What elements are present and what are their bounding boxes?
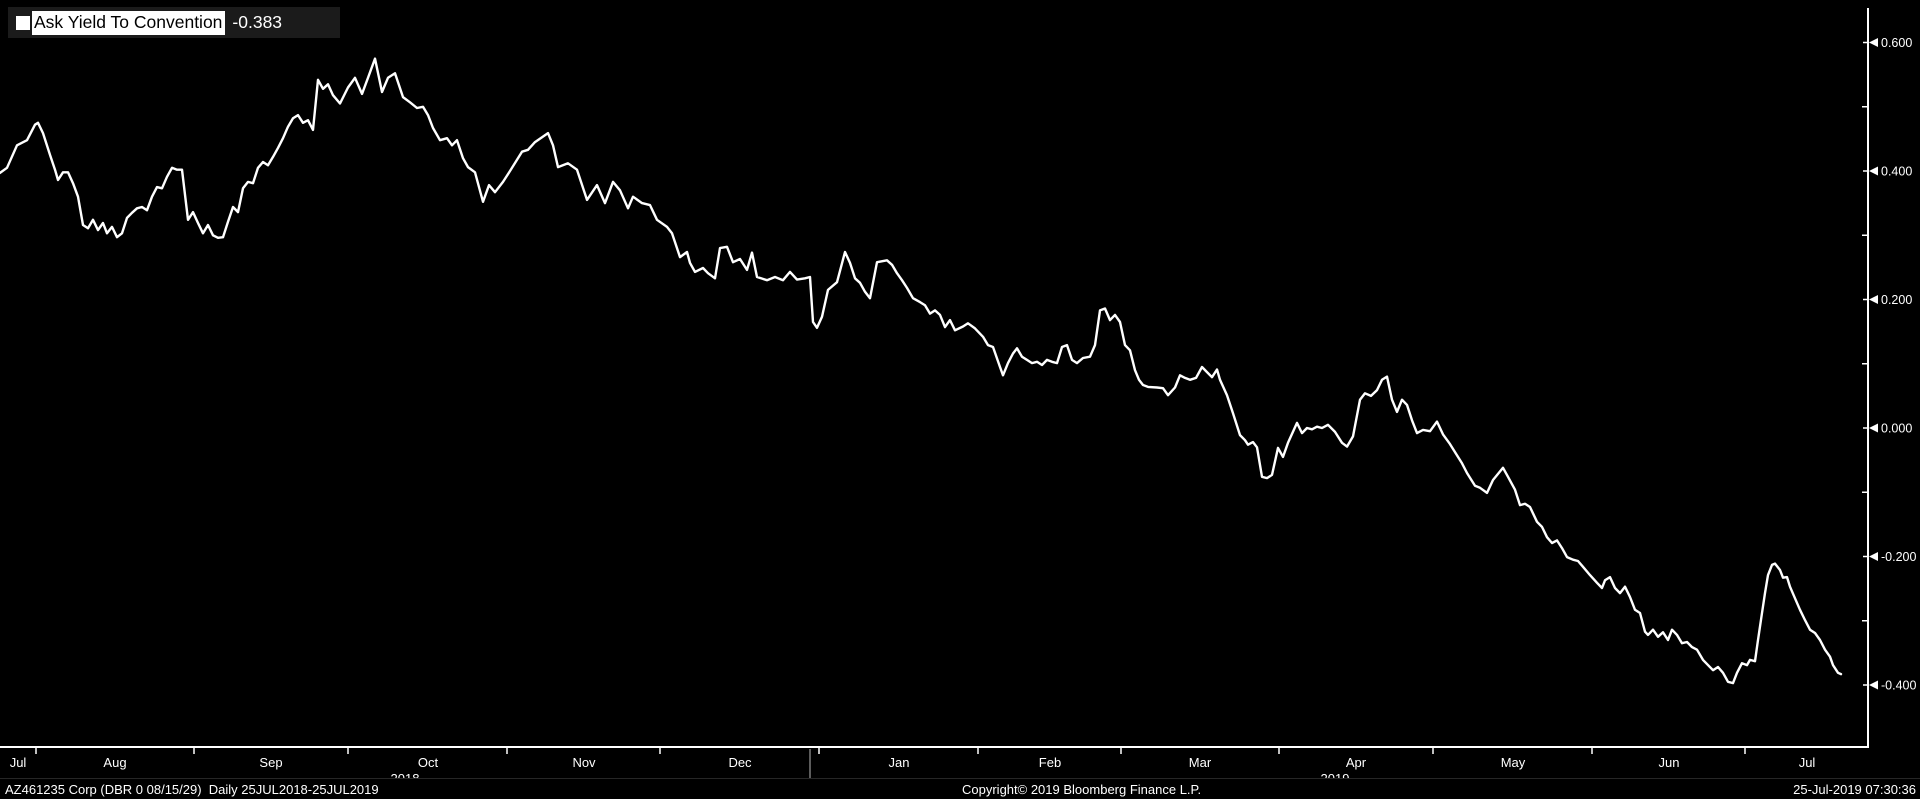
month-label: Jun (1659, 755, 1680, 770)
month-label: Jul (1799, 755, 1816, 770)
status-bar: AZ461235 Corp (DBR 0 08/15/29) Daily 25J… (0, 778, 1920, 799)
y-axis-ticks: 0.600 0.400 0.200 0.000 -0.200 -0.400 (1862, 36, 1916, 692)
month-label: Aug (103, 755, 126, 770)
y-tick-arrow-icon (1869, 38, 1878, 48)
year-label: 2018 (391, 771, 420, 779)
y-tick-arrow-icon (1869, 680, 1878, 690)
y-tick-arrow-icon (1869, 423, 1878, 433)
y-tick-label: -0.400 (1881, 678, 1916, 692)
series-swatch-icon (16, 15, 30, 30)
y-tick-label: 0.200 (1881, 293, 1912, 307)
series-label[interactable]: Ask Yield To Convention (32, 10, 226, 35)
y-tick-label: 0.600 (1881, 36, 1912, 50)
axes (0, 8, 1869, 748)
month-label: Feb (1039, 755, 1061, 770)
x-axis-ticks: Jul Aug Sep Oct Nov Dec Jan Feb Mar Apr May Jun Jul 2… (10, 747, 1816, 779)
y-tick-arrow-icon (1869, 295, 1878, 305)
y-tick-arrow-icon (1869, 166, 1878, 176)
month-label: Dec (728, 755, 752, 770)
price-line (0, 57, 1843, 685)
y-tick-label: 0.000 (1881, 422, 1912, 436)
month-label: May (1501, 755, 1526, 770)
y-tick-label: -0.200 (1881, 550, 1916, 564)
copyright-text: Copyright© 2019 Bloomberg Finance L.P. (962, 782, 1202, 797)
timestamp: 25-Jul-2019 07:30:36 (1793, 782, 1916, 797)
y-tick-label: 0.400 (1881, 165, 1912, 179)
chart-legend[interactable]: Ask Yield To Convention -0.383 (8, 7, 341, 38)
year-label: 2019 (1321, 771, 1350, 779)
month-label: Sep (259, 755, 282, 770)
security-description: AZ461235 Corp (DBR 0 08/15/29) Daily 25J… (5, 782, 379, 797)
month-label: Oct (418, 755, 439, 770)
month-label: Apr (1346, 755, 1367, 770)
month-label: Jan (889, 755, 910, 770)
month-label: Mar (1189, 755, 1212, 770)
month-label: Nov (572, 755, 596, 770)
series-last-value: -0.383 (232, 12, 283, 32)
yield-series-line (0, 57, 1843, 685)
month-label: Jul (10, 755, 27, 770)
yield-line-chart[interactable]: 0.600 0.400 0.200 0.000 -0.200 -0.400 Jul Aug S… (0, 0, 1920, 779)
y-tick-arrow-icon (1869, 551, 1878, 561)
